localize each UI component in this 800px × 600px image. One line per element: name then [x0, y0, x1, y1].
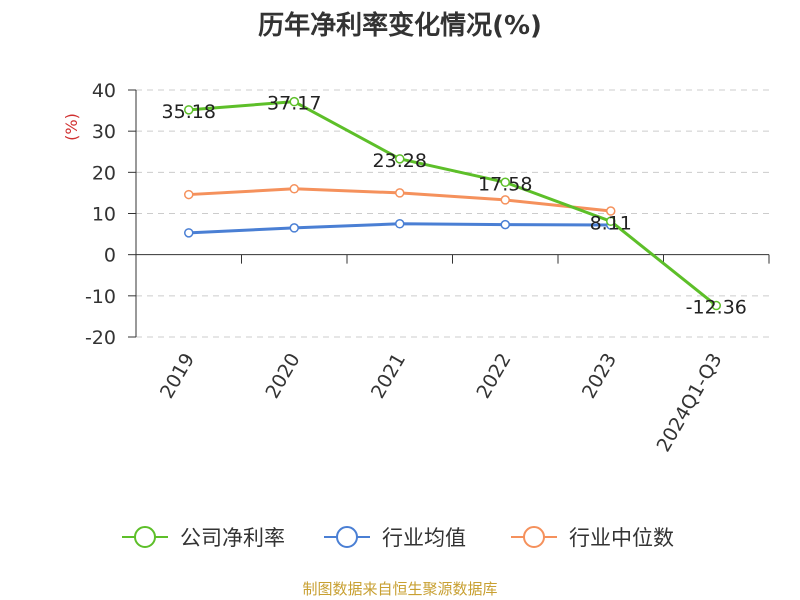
legend-label: 行业均值 [382, 526, 466, 550]
data-point [606, 216, 616, 227]
data-point [395, 219, 405, 229]
data-labels: 35.18 37.17 23.28 17.58 8.11 -12.36 [162, 93, 747, 319]
x-tick-label: 2024Q1-Q3 [653, 350, 727, 456]
x-tick-label: 2021 [367, 350, 410, 403]
y-axis-label: (%) [62, 113, 81, 141]
data-point [606, 206, 616, 216]
data-label: 8.11 [590, 212, 632, 234]
data-point [289, 184, 299, 194]
data-point [289, 96, 299, 107]
chart-title: 历年净利率变化情况(%) [258, 10, 542, 41]
data-point [500, 219, 510, 230]
legend-marker [336, 526, 358, 548]
data-label: -12.36 [686, 297, 747, 319]
legend-item-0[interactable]: 公司净利率 [122, 526, 285, 550]
x-tick-label: 2020 [261, 350, 304, 403]
y-tick-label: 0 [104, 245, 116, 267]
x-tick-label: 2023 [578, 350, 621, 403]
data-point [395, 188, 405, 198]
data-label: 17.58 [478, 173, 532, 195]
data-label: 35.18 [162, 101, 216, 123]
y-tick-label: 10 [92, 204, 116, 226]
legend-marker [134, 526, 156, 548]
data-point [184, 189, 194, 200]
y-tick-label: -20 [85, 327, 116, 349]
y-tick-label: 20 [92, 162, 116, 184]
legend-marker [523, 526, 545, 548]
data-point [711, 300, 721, 311]
y-tick-label: -10 [85, 286, 116, 308]
data-point [289, 223, 299, 233]
legend-label: 公司净利率 [180, 526, 285, 550]
y-tick-label: 30 [92, 121, 116, 143]
data-point [184, 105, 194, 115]
axes: 40 30 20 10 0 -10 -20 2019 2020 2021 2022 2023 2024Q… [85, 80, 770, 456]
grid-lines [136, 89, 769, 338]
source-note: 制图数据来自恒生聚源数据库 [302, 580, 497, 598]
series-lines [184, 96, 721, 311]
data-label: 37.17 [267, 93, 321, 115]
series-line-0 [188, 100, 718, 307]
data-point [184, 228, 194, 238]
legend-label: 行业中位数 [569, 526, 674, 550]
y-tick-label: 40 [92, 80, 116, 102]
data-point [500, 195, 510, 205]
data-point [500, 177, 510, 188]
legend[interactable]: 公司净利率 行业均值 行业中位数 [122, 526, 674, 550]
x-tick-label: 2019 [156, 350, 199, 403]
x-tick-label: 2022 [472, 350, 515, 403]
data-label: 23.28 [373, 150, 427, 172]
data-point [395, 154, 405, 164]
legend-item-1[interactable]: 行业均值 [324, 526, 466, 550]
legend-item-2[interactable]: 行业中位数 [511, 526, 674, 550]
